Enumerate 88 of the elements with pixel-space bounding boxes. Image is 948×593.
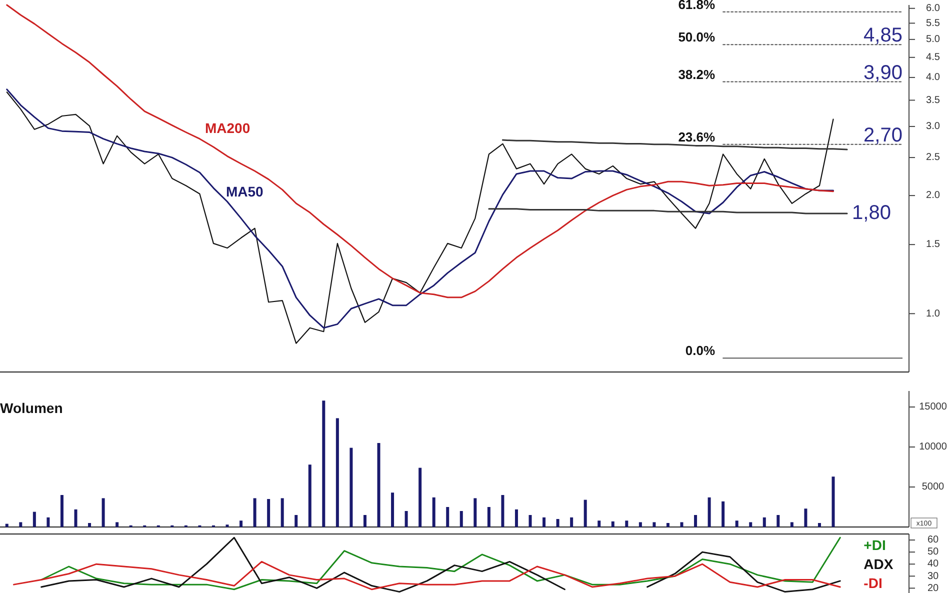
bar xyxy=(116,522,119,527)
bar xyxy=(598,520,601,527)
series-label: ADX xyxy=(864,556,894,572)
annotation: 3,90 xyxy=(864,62,902,84)
bar xyxy=(556,519,560,527)
bar xyxy=(308,464,312,527)
y-tick-label: 30 xyxy=(927,570,939,582)
y-tick-label: 3.5 xyxy=(926,94,940,106)
y-tick-label: 4.0 xyxy=(926,72,940,84)
bar xyxy=(19,522,22,527)
bar xyxy=(762,517,766,527)
bar xyxy=(666,523,670,527)
bar xyxy=(514,509,518,527)
y-tick-label: 5000 xyxy=(922,482,945,493)
bar xyxy=(818,523,821,527)
bar xyxy=(280,498,284,527)
y-tick-label: 4.5 xyxy=(926,52,940,64)
bar xyxy=(446,507,450,527)
bar xyxy=(749,522,752,527)
y-tick-label: 40 xyxy=(927,558,939,570)
bar xyxy=(322,400,326,527)
bar xyxy=(625,520,628,527)
bar xyxy=(708,497,711,527)
series-label: -DI xyxy=(864,575,882,591)
bar xyxy=(102,498,105,527)
bar xyxy=(542,517,546,527)
bar xyxy=(5,524,8,527)
bar xyxy=(804,508,808,527)
bar xyxy=(391,492,394,527)
y-tick-label: 2.5 xyxy=(926,152,940,164)
bar xyxy=(652,522,656,527)
bar xyxy=(88,523,92,527)
series-label: 23.6% xyxy=(678,129,716,144)
series-label: 50.0% xyxy=(678,30,716,45)
y-tick-label: 1.5 xyxy=(926,239,940,250)
bar xyxy=(377,443,380,527)
y-tick-label: 5.0 xyxy=(926,34,940,46)
series-label: MA200 xyxy=(205,120,250,136)
bar xyxy=(735,520,738,527)
bar xyxy=(776,515,780,527)
bar xyxy=(60,495,64,527)
bar xyxy=(363,515,366,527)
bar xyxy=(487,507,490,527)
bar xyxy=(74,509,78,527)
text: Wolumen xyxy=(0,400,63,416)
bar xyxy=(460,511,463,527)
y-tick-label: 3.0 xyxy=(926,121,940,132)
bar xyxy=(570,517,574,527)
bar xyxy=(611,521,614,527)
line-series xyxy=(13,560,841,590)
bar xyxy=(832,476,835,527)
bar xyxy=(267,499,270,527)
y-tick-label: 1.0 xyxy=(926,308,940,320)
bar xyxy=(404,511,408,527)
y-tick-label: 20 xyxy=(927,582,939,593)
bar xyxy=(32,512,36,527)
y-tick-label: 2.0 xyxy=(926,190,940,202)
y-tick-label: 6.0 xyxy=(926,3,940,14)
bar xyxy=(638,522,642,527)
annotation: 2,70 xyxy=(864,124,902,146)
series-label: 61.8% xyxy=(678,0,716,12)
bar xyxy=(722,501,725,527)
annotation: 4,85 xyxy=(864,24,902,47)
bar xyxy=(680,522,684,527)
bar xyxy=(474,498,477,527)
bar xyxy=(240,520,243,527)
y-tick-label: 60 xyxy=(927,534,939,546)
bar xyxy=(253,498,256,527)
bar xyxy=(501,495,504,527)
y-tick-label: 10000 xyxy=(919,442,948,453)
bar xyxy=(418,468,422,527)
series-label: MA50 xyxy=(226,184,264,200)
bar xyxy=(528,515,532,527)
bar xyxy=(46,517,50,527)
bar xyxy=(694,515,698,527)
y-tick-label: 50 xyxy=(927,546,939,558)
series-label: 0.0% xyxy=(685,343,716,358)
y-tick-label: 15000 xyxy=(919,402,948,413)
y-tick-label: 5.5 xyxy=(926,18,940,29)
bar xyxy=(584,500,587,527)
annotation: 1,80 xyxy=(852,202,891,224)
bar xyxy=(432,497,436,527)
bar xyxy=(336,418,339,527)
series-label: +DI xyxy=(864,537,886,553)
bar xyxy=(790,522,794,527)
bar xyxy=(294,515,298,527)
series-label: 38.2% xyxy=(678,66,716,82)
bar xyxy=(350,448,353,527)
